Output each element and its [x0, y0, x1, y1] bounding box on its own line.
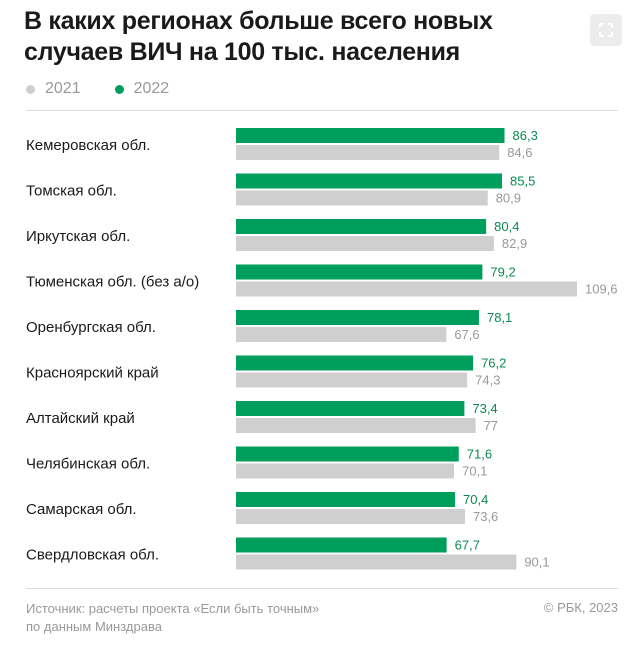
legend-label-2021: 2021	[45, 80, 81, 97]
value-label-2022: 79,2	[490, 265, 515, 280]
expand-button[interactable]	[590, 14, 622, 46]
bar-2021	[236, 509, 465, 524]
legend-label-2022: 2022	[133, 80, 170, 97]
value-label-2022: 70,4	[463, 492, 488, 507]
bar-2021	[236, 281, 577, 297]
value-label-2022: 71,6	[467, 447, 492, 462]
legend-dot-2022	[114, 84, 124, 94]
value-label-2022: 78,1	[487, 310, 512, 325]
value-label-2021: 70,1	[462, 464, 487, 479]
bar-2021	[236, 463, 455, 479]
value-label-2021: 77	[484, 418, 498, 433]
copyright: © РБК, 2023	[543, 600, 618, 615]
bar-2022	[236, 355, 474, 371]
value-label-2022: 67,7	[455, 538, 480, 553]
value-label-2021: 90,1	[524, 555, 549, 570]
bar-2021	[236, 236, 494, 251]
bar-chart: Кемеровская обл. 86,3 84,6 Томская обл. 85,5…	[26, 128, 618, 570]
category-label: Томская обл.	[26, 183, 117, 200]
chart-title: В каких регионах больше всего новых случ…	[24, 7, 493, 66]
top-divider	[26, 110, 618, 111]
bar-2022	[236, 492, 456, 507]
bar-2022	[236, 446, 459, 462]
legend-item-2021: 2021	[26, 80, 81, 98]
value-label-2022: 76,2	[481, 356, 506, 371]
value-label-2022: 73,4	[472, 401, 497, 416]
category-label: Алтайский край	[26, 410, 135, 427]
bar-2022	[236, 173, 503, 189]
legend-item-2022: 2022	[114, 80, 170, 98]
bar-2021	[236, 145, 500, 160]
category-label: Свердловская обл.	[26, 547, 159, 564]
bar-2022	[236, 401, 465, 416]
bar-2022	[236, 310, 479, 325]
chart-legend: 2021 2022	[26, 80, 203, 98]
bar-2022	[236, 264, 483, 280]
bar-2021	[236, 327, 447, 342]
value-label-2022: 86,3	[513, 128, 538, 143]
bar-2022	[236, 219, 487, 234]
category-label: Самарская обл.	[26, 501, 137, 518]
value-label-2021: 109,6	[585, 282, 618, 297]
category-label: Красноярский край	[26, 365, 159, 382]
value-label-2021: 67,6	[454, 327, 479, 342]
bar-2021	[236, 554, 517, 570]
bar-2021	[236, 372, 468, 388]
value-label-2021: 80,9	[496, 191, 521, 206]
value-label-2022: 80,4	[494, 219, 519, 234]
category-label: Челябинская обл.	[26, 456, 150, 473]
category-label: Оренбургская обл.	[26, 319, 156, 336]
category-label: Иркутская обл.	[26, 228, 130, 245]
value-label-2022: 85,5	[510, 174, 535, 189]
bar-2021	[236, 418, 476, 433]
value-label-2021: 74,3	[475, 373, 500, 388]
value-label-2021: 84,6	[507, 145, 532, 160]
value-label-2021: 82,9	[502, 236, 527, 251]
category-label: Тюменская обл. (без а/о)	[26, 274, 199, 291]
bar-2022	[236, 537, 447, 553]
expand-icon	[599, 23, 613, 37]
legend-dot-2021	[26, 84, 35, 94]
source-note: Источник: расчеты проекта «Если быть точ…	[26, 601, 320, 634]
category-label: Кемеровская обл.	[26, 137, 150, 154]
bottom-divider	[26, 588, 618, 589]
bar-2022	[236, 128, 505, 143]
value-label-2021: 73,6	[473, 509, 498, 524]
bar-2021	[236, 190, 488, 206]
